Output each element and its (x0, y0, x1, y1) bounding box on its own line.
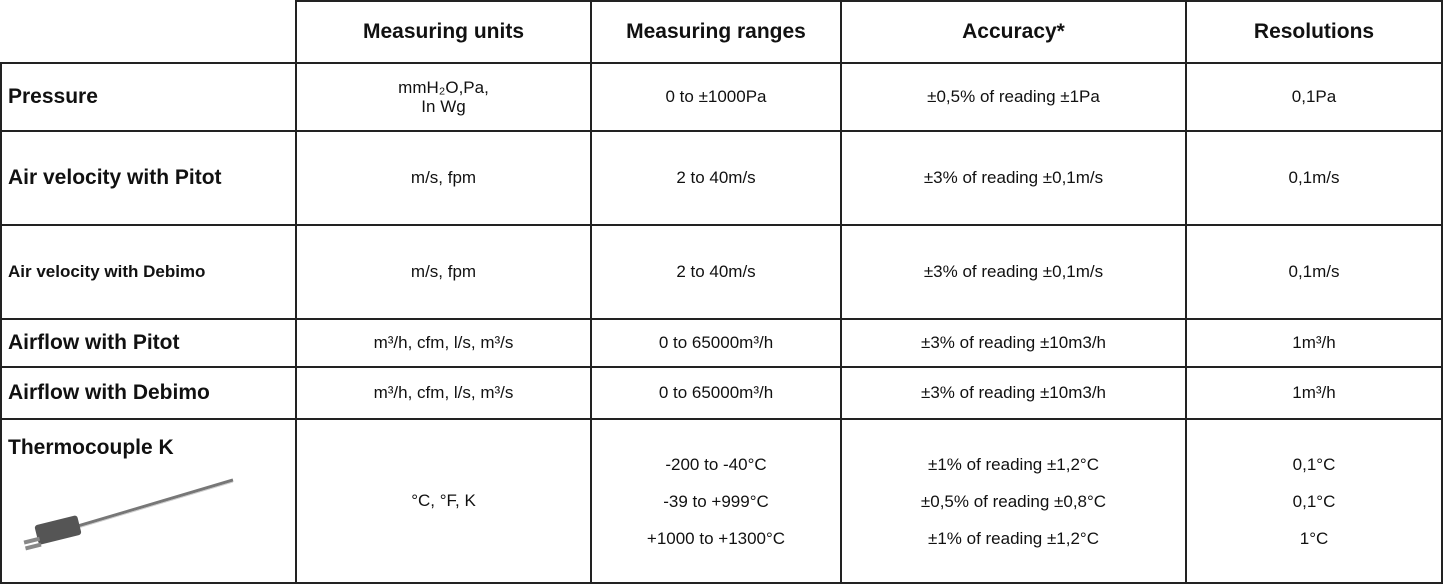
row-label-text: Air velocity with Debimo (8, 262, 206, 281)
ranges-text: 0 to ±1000Pa (665, 87, 767, 106)
resolutions-cell: 1m³/h (1185, 318, 1443, 368)
row-label: Airflow with Debimo (0, 366, 297, 420)
row-label: Air velocity with Debimo (0, 224, 297, 320)
ranges-cell: 0 to 65000m³/h (590, 366, 842, 420)
resolutions-text: 0,1Pa (1291, 87, 1337, 106)
units-text: In Wg (421, 97, 466, 116)
accuracy-text: ±1% of reading ±1,2°C (928, 454, 1099, 474)
resolutions-text: 0,1°C (1292, 491, 1336, 511)
ranges-cell: 2 to 40m/s (590, 130, 842, 226)
accuracy-cell: ±3% of reading ±10m3/h (840, 366, 1187, 420)
resolutions-cell: 0,1°C 0,1°C 1°C (1185, 418, 1443, 584)
row-label-text: Thermocouple K (8, 436, 174, 459)
ranges-text: 2 to 40m/s (676, 262, 756, 281)
units-cell: °C, °F, K (295, 418, 592, 584)
accuracy-cell: ±3% of reading ±10m3/h (840, 318, 1187, 368)
table-row: Airflow with Debimo m³/h, cfm, l/s, m³/s 0… (0, 366, 1443, 420)
row-label: Air velocity with Pitot (0, 130, 297, 226)
accuracy-text: ±3% of reading ±10m3/h (921, 383, 1106, 402)
table-row: Air velocity with Pitot m/s, fpm 2 to 40m/… (0, 130, 1443, 226)
table-row: Pressure mmH₂O,Pa, In Wg 0 to ±1000Pa ±0,5% … (0, 62, 1443, 132)
units-cell: m³/h, cfm, l/s, m³/s (295, 366, 592, 420)
row-label: Pressure (0, 62, 297, 132)
ranges-cell: 0 to ±1000Pa (590, 62, 842, 132)
resolutions-text: 0,1°C (1292, 454, 1336, 474)
ranges-cell: 0 to 65000m³/h (590, 318, 842, 368)
row-label: Thermocouple K (0, 418, 297, 584)
header-row: Measuring units Measuring ranges Accurac… (1, 0, 1443, 64)
column-header: Resolutions (1185, 0, 1443, 64)
accuracy-text: ±1% of reading ±1,2°C (928, 528, 1099, 548)
resolutions-text: 1m³/h (1292, 383, 1336, 402)
units-text: °C, °F, K (411, 491, 476, 510)
table-body: Pressure mmH₂O,Pa, In Wg 0 to ±1000Pa ±0,5% … (0, 62, 1443, 584)
units-cell: m/s, fpm (295, 130, 592, 226)
accuracy-text: ±3% of reading ±0,1m/s (923, 262, 1104, 281)
ranges-text: 0 to 65000m³/h (658, 333, 774, 352)
blank-cell (1, 1, 297, 64)
accuracy-cell: ±3% of reading ±0,1m/s (840, 224, 1187, 320)
resolutions-cell: 0,1m/s (1185, 130, 1443, 226)
row-label-text: Airflow with Pitot (8, 331, 180, 354)
resolutions-text: 1m³/h (1292, 333, 1336, 352)
table-row: Air velocity with Debimo m/s, fpm 2 to 40m… (0, 224, 1443, 320)
units-text: m³/h, cfm, l/s, m³/s (373, 383, 514, 402)
ranges-text: +1000 to +1300°C (646, 528, 786, 548)
units-text: m/s, fpm (410, 262, 477, 281)
units-text: m³/h, cfm, l/s, m³/s (373, 333, 514, 352)
table-row: Thermocouple K °C, °F, K -200 to -40°C -39 … (0, 418, 1443, 584)
accuracy-text: ±0,5% of reading ±0,8°C (920, 491, 1107, 511)
resolutions-text: 1°C (1299, 528, 1329, 548)
ranges-text: 2 to 40m/s (676, 168, 756, 187)
ranges-cell: -200 to -40°C -39 to +999°C +1000 to +1300… (590, 418, 842, 584)
ranges-text: -39 to +999°C (663, 491, 769, 511)
accuracy-text: ±3% of reading ±0,1m/s (923, 168, 1104, 187)
accuracy-text: ±3% of reading ±10m3/h (921, 333, 1106, 352)
ranges-text: 0 to 65000m³/h (658, 383, 774, 402)
thermocouple-probe-image (23, 478, 234, 551)
units-text: mmH₂O,Pa, (398, 78, 489, 97)
row-label: Airflow with Pitot (0, 318, 297, 368)
accuracy-cell: ±3% of reading ±0,1m/s (840, 130, 1187, 226)
ranges-text: -200 to -40°C (665, 454, 767, 474)
resolutions-cell: 1m³/h (1185, 366, 1443, 420)
resolutions-text: 0,1m/s (1288, 262, 1340, 281)
units-cell: m³/h, cfm, l/s, m³/s (295, 318, 592, 368)
resolutions-cell: 0,1Pa (1185, 62, 1443, 132)
ranges-cell: 2 to 40m/s (590, 224, 842, 320)
row-label-text: Airflow with Debimo (8, 381, 210, 404)
accuracy-cell: ±1% of reading ±1,2°C ±0,5% of reading ±0… (840, 418, 1187, 584)
accuracy-text: ±0,5% of reading ±1Pa (927, 87, 1100, 106)
resolutions-text: 0,1m/s (1288, 168, 1340, 187)
accuracy-cell: ±0,5% of reading ±1Pa (840, 62, 1187, 132)
column-header: Measuring units (295, 0, 592, 64)
resolutions-cell: 0,1m/s (1185, 224, 1443, 320)
row-label-text: Air velocity with Pitot (8, 166, 222, 189)
units-cell: m/s, fpm (295, 224, 592, 320)
row-label-text: Pressure (8, 85, 98, 108)
units-text: m/s, fpm (410, 168, 477, 187)
column-header: Measuring ranges (590, 0, 842, 64)
table-row: Airflow with Pitot m³/h, cfm, l/s, m³/s 0 … (0, 318, 1443, 368)
column-header: Accuracy* (840, 0, 1187, 64)
units-cell: mmH₂O,Pa, In Wg (295, 62, 592, 132)
